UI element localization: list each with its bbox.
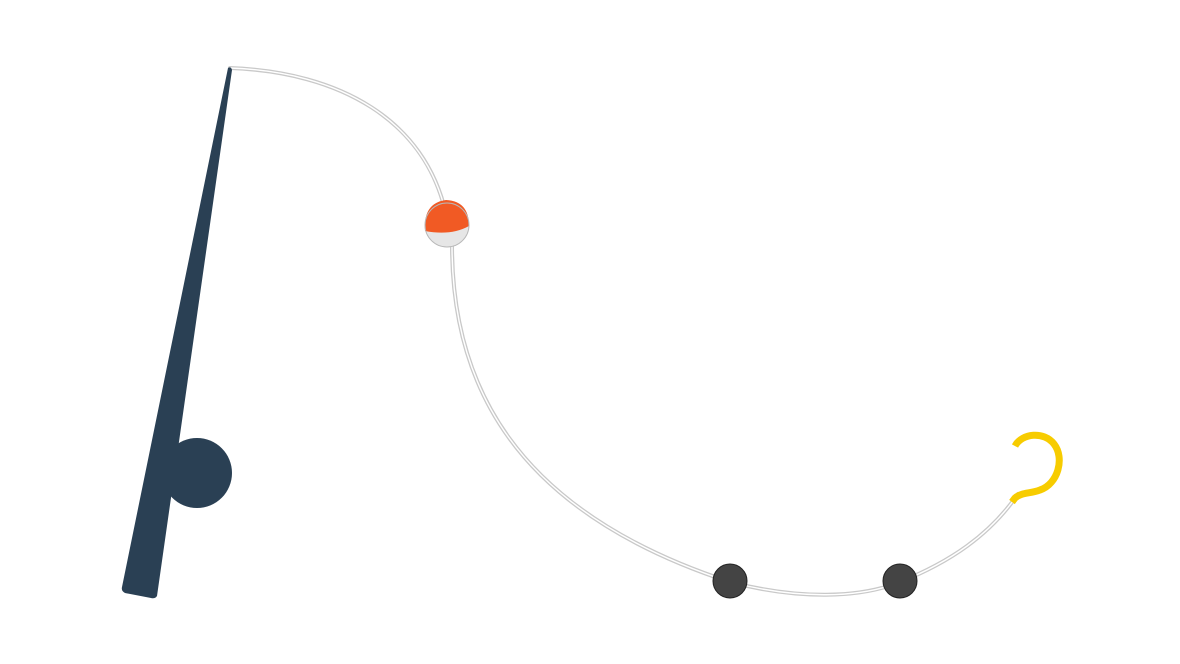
bobber-outline xyxy=(424,202,470,248)
fishing-rod-icon xyxy=(121,67,232,599)
line-segment-upper-inner xyxy=(229,67,447,215)
bobber-icon xyxy=(424,200,470,248)
sinker-icon xyxy=(882,563,918,599)
bobber-top xyxy=(424,200,469,233)
sinker-icon xyxy=(712,563,748,599)
fishing-line-icon xyxy=(228,66,1020,597)
reel-icon xyxy=(162,438,232,508)
line-segment-lower-inner xyxy=(451,244,1019,596)
hook-icon xyxy=(1009,431,1063,505)
